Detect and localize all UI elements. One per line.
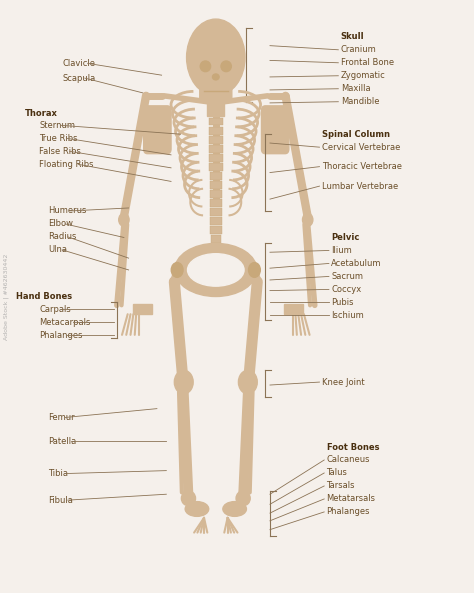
Bar bbox=[207, 94, 224, 116]
Text: Adobe Stock | #462630442: Adobe Stock | #462630442 bbox=[3, 253, 9, 340]
Text: Scapula: Scapula bbox=[63, 74, 96, 82]
Text: Metatarsals: Metatarsals bbox=[327, 495, 375, 503]
Ellipse shape bbox=[118, 213, 129, 227]
Ellipse shape bbox=[221, 61, 231, 72]
Ellipse shape bbox=[174, 370, 193, 394]
FancyBboxPatch shape bbox=[200, 84, 232, 100]
Text: Maxilla: Maxilla bbox=[341, 84, 370, 93]
Text: Clavicle: Clavicle bbox=[63, 59, 96, 68]
Text: Tibia: Tibia bbox=[48, 469, 69, 478]
Ellipse shape bbox=[212, 74, 219, 80]
Ellipse shape bbox=[182, 491, 196, 506]
Bar bbox=[210, 253, 221, 261]
Bar bbox=[133, 304, 152, 314]
Text: Skull: Skull bbox=[341, 32, 365, 42]
Text: Floating Ribs: Floating Ribs bbox=[39, 160, 93, 169]
Text: Carpals: Carpals bbox=[39, 305, 71, 314]
Text: Sternum: Sternum bbox=[39, 121, 75, 130]
Ellipse shape bbox=[200, 61, 210, 72]
Ellipse shape bbox=[236, 491, 250, 506]
Bar bbox=[210, 272, 221, 279]
Ellipse shape bbox=[302, 213, 313, 227]
Text: Acetabulum: Acetabulum bbox=[331, 259, 382, 268]
Text: Cervical Vertebrae: Cervical Vertebrae bbox=[322, 143, 400, 152]
Text: Femur: Femur bbox=[48, 413, 75, 422]
Text: Coccyx: Coccyx bbox=[331, 285, 362, 294]
Text: Metacarpals: Metacarpals bbox=[39, 318, 91, 327]
Text: Pubis: Pubis bbox=[331, 298, 354, 307]
Text: Frontal Bone: Frontal Bone bbox=[341, 58, 394, 67]
Text: Knee Joint: Knee Joint bbox=[322, 378, 365, 387]
Ellipse shape bbox=[187, 19, 245, 96]
Bar bbox=[209, 118, 223, 126]
Text: Ulna: Ulna bbox=[48, 246, 67, 254]
Text: Phalanges: Phalanges bbox=[327, 508, 370, 517]
Bar bbox=[210, 181, 222, 189]
Text: Tarsals: Tarsals bbox=[327, 482, 355, 490]
FancyBboxPatch shape bbox=[262, 106, 289, 154]
Text: Pelvic: Pelvic bbox=[331, 233, 360, 242]
Ellipse shape bbox=[223, 502, 246, 517]
Text: Thoracic Vertebrae: Thoracic Vertebrae bbox=[322, 162, 402, 171]
Text: Sacrum: Sacrum bbox=[331, 272, 363, 281]
Ellipse shape bbox=[188, 254, 244, 286]
Text: Foot Bones: Foot Bones bbox=[327, 442, 379, 451]
Bar bbox=[210, 190, 222, 197]
Ellipse shape bbox=[174, 243, 257, 296]
Bar bbox=[209, 136, 223, 144]
Text: Thorax: Thorax bbox=[25, 109, 58, 118]
Text: Radius: Radius bbox=[48, 232, 77, 241]
Bar bbox=[209, 127, 223, 135]
FancyBboxPatch shape bbox=[144, 106, 171, 154]
Text: Mandible: Mandible bbox=[341, 97, 379, 106]
Text: False Ribs: False Ribs bbox=[39, 147, 81, 156]
Text: Hand Bones: Hand Bones bbox=[16, 292, 72, 301]
Bar bbox=[210, 227, 222, 234]
Bar bbox=[209, 154, 223, 161]
Bar bbox=[210, 217, 222, 225]
Text: Phalanges: Phalanges bbox=[39, 331, 82, 340]
Ellipse shape bbox=[248, 263, 260, 278]
Bar bbox=[210, 235, 221, 243]
Bar bbox=[210, 262, 221, 270]
Bar bbox=[210, 244, 221, 252]
Ellipse shape bbox=[185, 502, 209, 517]
Bar bbox=[209, 145, 223, 152]
Text: Talus: Talus bbox=[327, 468, 347, 477]
Bar bbox=[210, 172, 222, 180]
Text: Ilium: Ilium bbox=[331, 246, 352, 255]
Text: Fibula: Fibula bbox=[48, 496, 73, 505]
Bar bbox=[284, 304, 303, 314]
Bar bbox=[210, 208, 222, 216]
Text: Elbow: Elbow bbox=[48, 219, 73, 228]
Text: True Ribs: True Ribs bbox=[39, 134, 78, 143]
Ellipse shape bbox=[171, 263, 183, 278]
Bar bbox=[210, 199, 222, 206]
Text: Patella: Patella bbox=[48, 436, 77, 445]
Bar bbox=[209, 163, 223, 171]
Text: Calcaneus: Calcaneus bbox=[327, 455, 370, 464]
Text: Spinal Column: Spinal Column bbox=[322, 130, 390, 139]
Text: Ischium: Ischium bbox=[331, 311, 364, 320]
Text: Zygomatic: Zygomatic bbox=[341, 71, 385, 80]
Text: Humerus: Humerus bbox=[48, 206, 87, 215]
Ellipse shape bbox=[238, 370, 257, 394]
Text: Cranium: Cranium bbox=[341, 45, 376, 55]
Text: Lumbar Vertebrae: Lumbar Vertebrae bbox=[322, 181, 398, 190]
